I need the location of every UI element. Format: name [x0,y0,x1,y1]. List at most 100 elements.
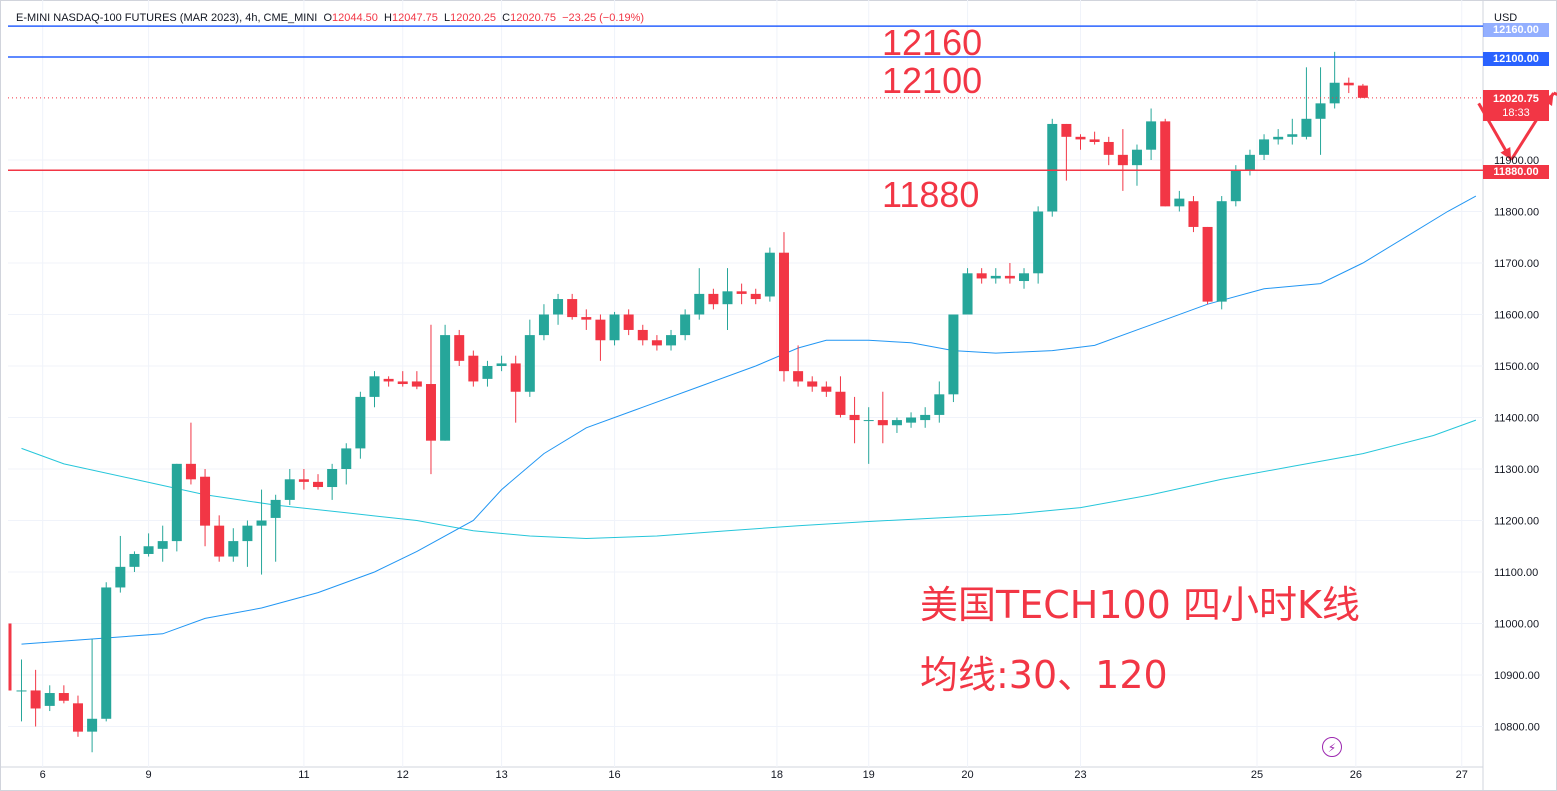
candle [44,685,55,712]
candle-body [962,273,973,315]
candle-body [1131,149,1142,166]
candle [553,293,564,325]
candle-body [948,314,959,395]
candle-body [284,479,295,500]
candle-body [666,335,677,346]
candle-body [482,366,493,379]
candle [1216,196,1227,310]
candle-body [369,376,380,397]
level-lines [8,25,1483,691]
candle-body [327,469,338,488]
candle-body [228,541,239,557]
candle-body [411,381,422,387]
y-tick-label: 10900.00 [1494,670,1540,682]
candle-body [115,566,126,588]
candles [16,51,1368,753]
candle-body [87,718,98,732]
y-tick-label: 11500.00 [1494,361,1539,373]
candle [101,582,112,722]
candle-body [524,335,535,392]
candle-body [454,335,465,361]
level-tag-12100: 12100.00 [1483,52,1549,66]
candle [1343,77,1354,94]
candle [595,314,606,361]
candle [369,371,380,408]
candle [1075,134,1086,150]
candle [793,345,804,387]
candle-body [298,479,309,482]
candle-body [567,299,578,318]
candle [1004,263,1015,284]
candle [722,268,733,330]
candle-body [863,420,874,422]
candle [1230,165,1241,207]
candle [30,669,41,727]
candle [440,324,451,441]
change-value: −23.25 (−0.19%) [562,12,645,24]
candle [355,391,366,459]
lightning-icon[interactable]: ⚡ [1322,737,1342,757]
x-tick-label: 27 [1456,769,1468,781]
candle-body [736,291,747,294]
candle [1202,226,1213,305]
candle [1089,131,1100,145]
candle-body [1273,136,1284,140]
candle [72,695,83,737]
candle-body [171,463,182,542]
candle [778,232,789,382]
candle [482,360,493,387]
candle [1174,190,1185,212]
candle-body [891,420,902,426]
high-value: 12047.75 [392,12,438,24]
x-tick-label: 25 [1251,769,1263,781]
symbol-title[interactable]: E-MINI NASDAQ-100 FUTURES (MAR 2023), 4h… [16,12,318,24]
candle [1329,51,1340,109]
candle [1019,268,1030,289]
candle-body [722,291,733,305]
candle [1188,196,1199,233]
y-tick-label: 11100.00 [1494,567,1538,579]
candle [228,528,239,562]
currency-label[interactable]: USD [1494,12,1518,24]
annotation-12100: 12100 [882,60,982,101]
y-tick-label: 11600.00 [1494,310,1539,322]
candle-body [341,448,352,469]
candle-body [16,690,27,692]
x-tick-label: 6 [40,769,46,781]
candle-body [72,703,83,732]
candle [976,268,987,284]
candle-body [101,587,112,719]
open-value: 12044.50 [332,12,378,24]
candle-body [595,319,606,341]
candle [1131,144,1142,186]
candle [736,283,747,305]
candle [538,304,549,341]
candle [143,533,154,557]
candle-body [425,384,436,441]
candle-body [1343,82,1354,86]
candle-body [778,252,789,372]
x-axis: 69111213161819202325262730 [40,769,1468,781]
candle [666,329,677,351]
candle [1047,118,1058,217]
candle-body [623,314,634,330]
y-tick-label: 11200.00 [1494,516,1539,528]
candle-body [30,690,41,709]
symbol-header: E-MINI NASDAQ-100 FUTURES (MAR 2023), 4h… [16,12,645,24]
ma120-line [21,419,1477,540]
candle-body [538,314,549,336]
candle [1117,129,1128,191]
candle-body [1301,118,1312,137]
candle [454,329,465,366]
candle-body [397,381,408,385]
candle [694,268,705,320]
candle-body [496,363,507,366]
candle-body [906,417,917,423]
candle-body [1146,121,1157,150]
candle [835,376,846,418]
candle-body [355,396,366,449]
candle-body [1075,136,1086,140]
candle-body [807,381,818,387]
x-tick-label: 19 [863,769,875,781]
